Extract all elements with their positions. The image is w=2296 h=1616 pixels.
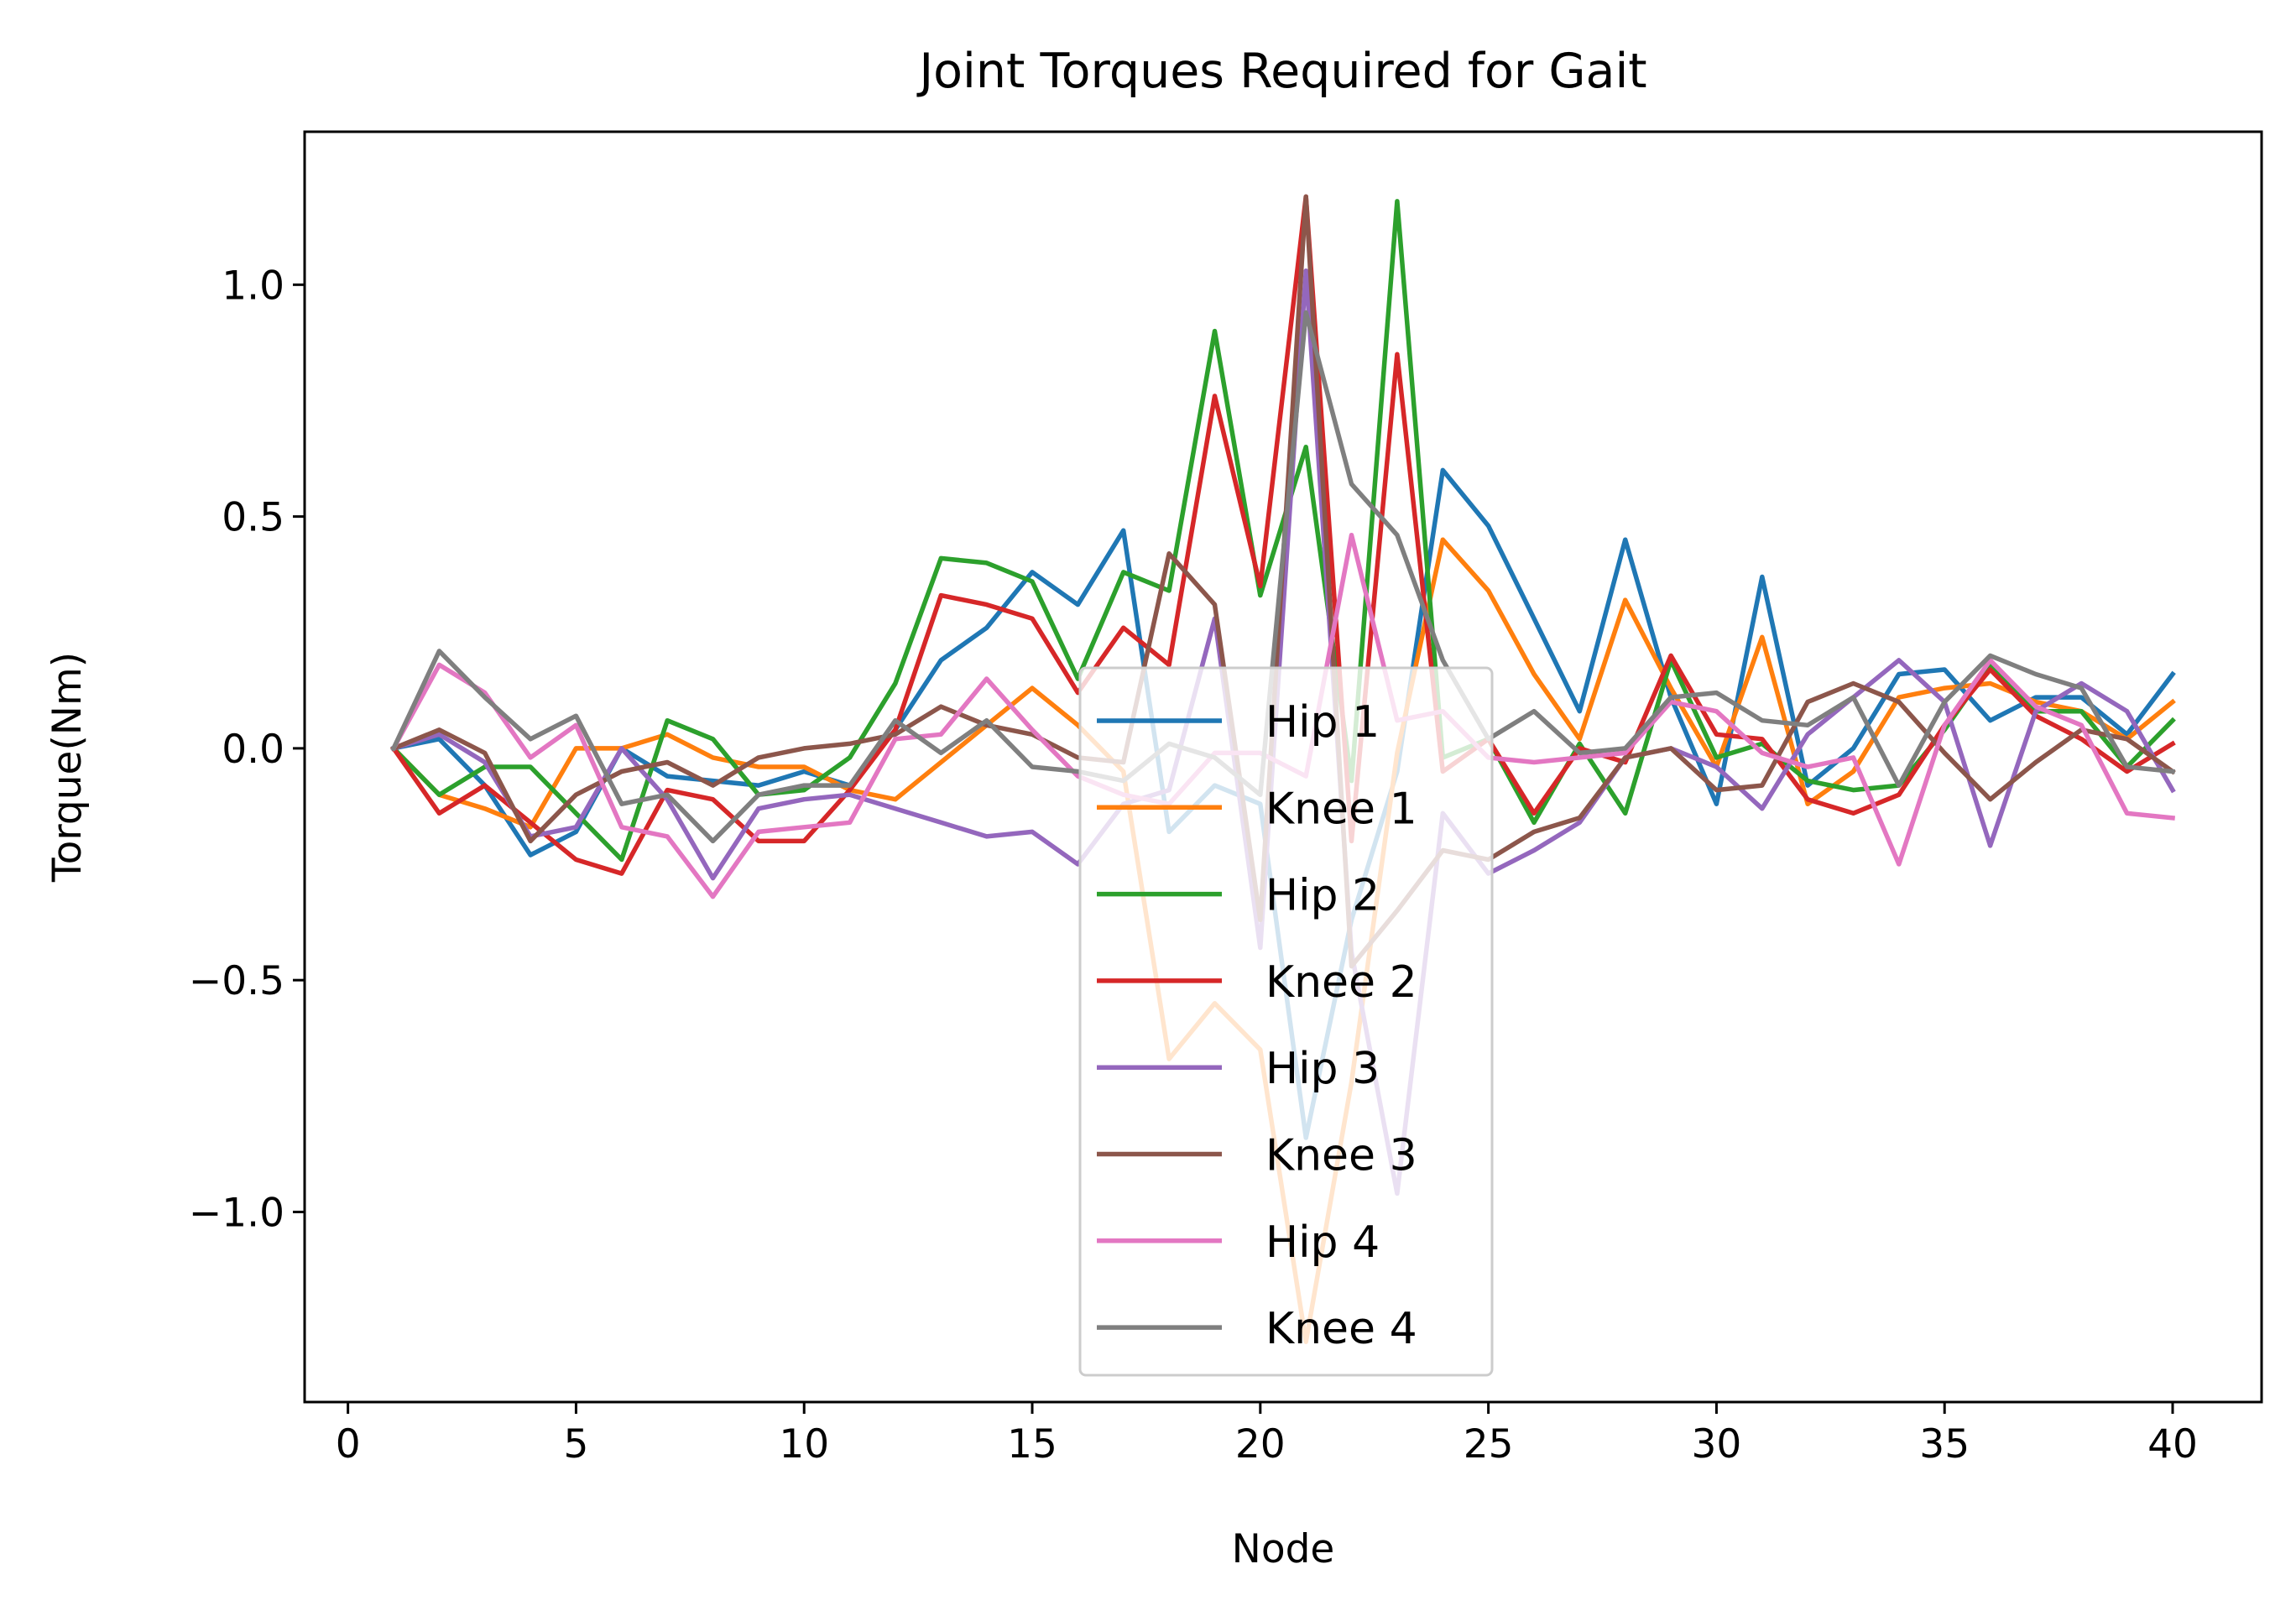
x-tick-label: 10 xyxy=(779,1421,829,1467)
x-tick-label: 5 xyxy=(563,1421,588,1467)
legend-label-knee-2: Knee 2 xyxy=(1265,957,1417,1008)
legend-label-hip-1: Hip 1 xyxy=(1265,697,1380,748)
y-axis-label: Torque(Nm) xyxy=(44,652,91,883)
x-tick-label: 20 xyxy=(1235,1421,1286,1467)
y-tick-label: −1.0 xyxy=(189,1190,284,1236)
x-tick-label: 15 xyxy=(1007,1421,1057,1467)
x-tick-label: 0 xyxy=(336,1421,361,1467)
series-line-knee-4 xyxy=(390,310,2176,844)
series-line-knee-2 xyxy=(390,194,2176,876)
series-lines xyxy=(390,194,2176,1344)
plot-frame xyxy=(303,130,2263,1404)
x-tick-label: 30 xyxy=(1692,1421,1742,1467)
legend-label-knee-3: Knee 3 xyxy=(1265,1131,1417,1181)
y-axis-ticks: 1.0 0.5 0.0 −0.5 −1.0 xyxy=(189,263,305,1236)
legend: Hip 1 Knee 1 Hip 2 Knee 2 Hip 3 Knee 3 Hip 4 Kn… xyxy=(1078,666,1494,1377)
x-tick-label: 35 xyxy=(1919,1421,1970,1467)
legend-label-knee-1: Knee 1 xyxy=(1265,784,1417,834)
x-tick-label: 25 xyxy=(1464,1421,1514,1467)
x-axis-label: Node xyxy=(1232,1526,1335,1572)
legend-label-hip-2: Hip 2 xyxy=(1265,871,1380,921)
chart-title: Joint Torques Required for Gait xyxy=(916,44,1646,99)
legend-label-hip-3: Hip 3 xyxy=(1265,1044,1380,1094)
y-tick-label: −0.5 xyxy=(189,958,284,1004)
series-line-hip-2 xyxy=(390,199,2176,863)
y-tick-label: 0.5 xyxy=(222,495,284,541)
y-tick-label: 1.0 xyxy=(222,263,284,309)
legend-label-knee-4: Knee 4 xyxy=(1265,1304,1417,1354)
y-tick-label: 0.0 xyxy=(222,727,284,773)
legend-box xyxy=(1078,666,1494,1377)
x-axis-ticks: 0 5 10 15 20 25 30 35 40 xyxy=(336,1402,2198,1467)
series-line-hip-3 xyxy=(390,268,2176,1196)
x-tick-label: 40 xyxy=(2147,1421,2198,1467)
legend-label-hip-4: Hip 4 xyxy=(1265,1217,1380,1268)
